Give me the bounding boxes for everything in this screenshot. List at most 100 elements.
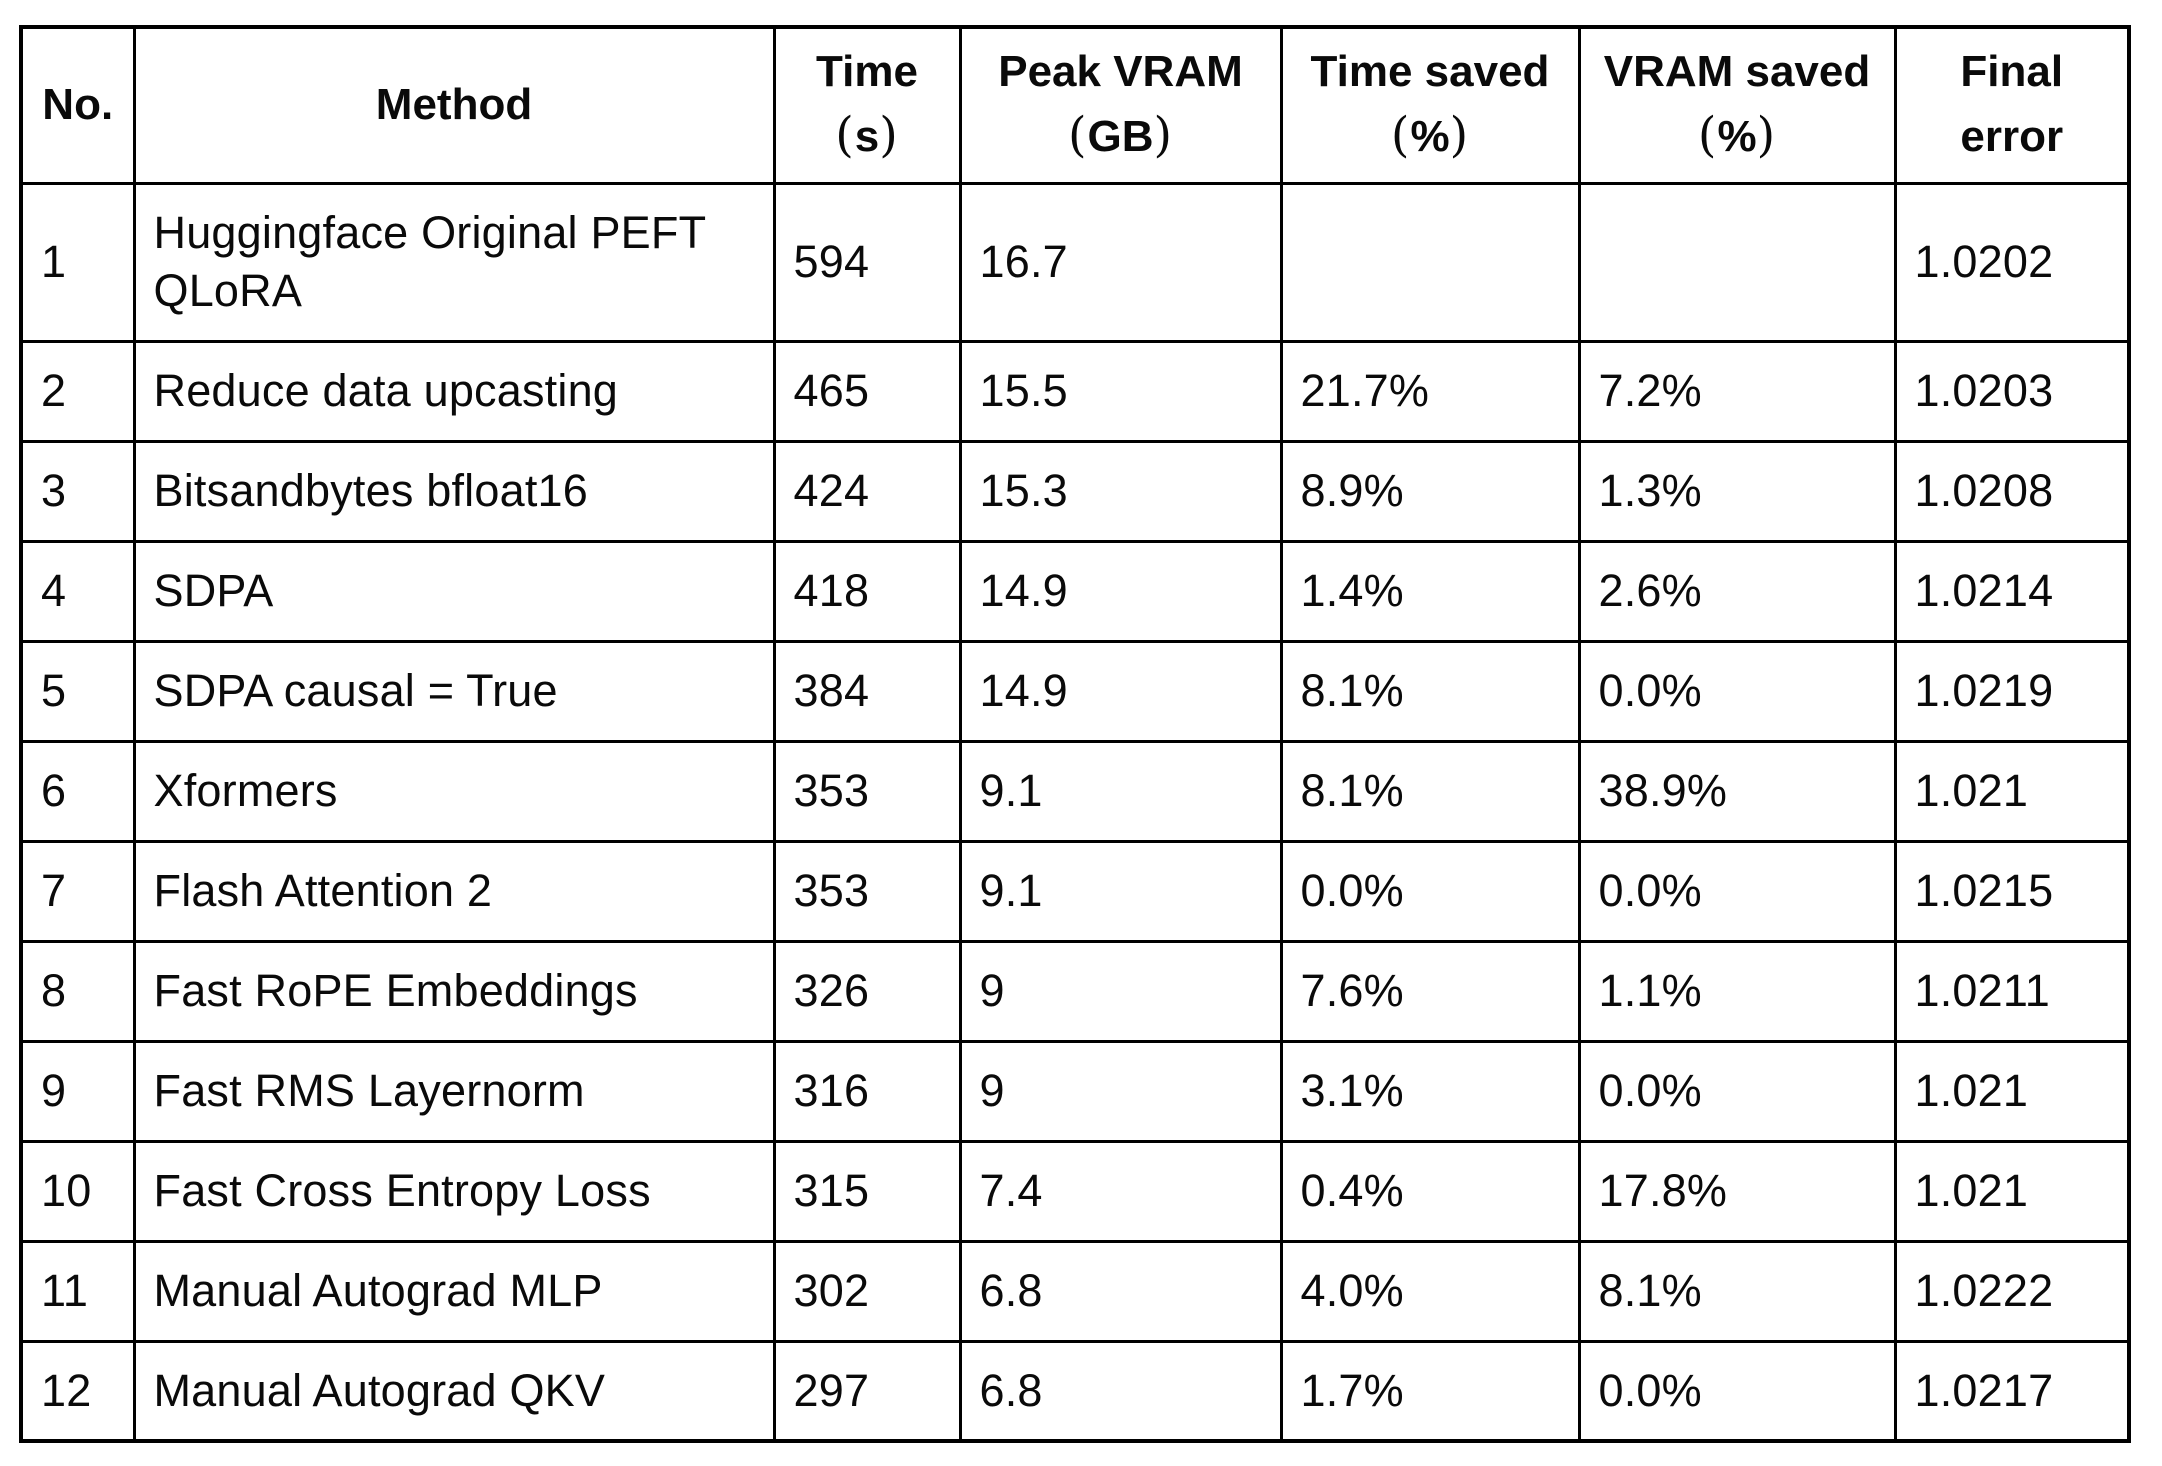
cell-method: Manual Autograd MLP (132, 1239, 776, 1343)
column-header-method: Method (132, 25, 776, 185)
open-paren-glyph: ( (1390, 107, 1411, 163)
close-paren-glyph: ) (1449, 107, 1470, 163)
table-row: 9 Fast RMS Layernorm 316 9 3.1% 0.0% 1.021 (19, 1039, 2131, 1143)
cell-time: 424 (772, 439, 962, 543)
cell-method: SDPA causal = True (132, 639, 776, 743)
table-row: 8 Fast RoPE Embeddings 326 9 7.6% 1.1% 1.0211 (19, 939, 2131, 1043)
table-row: 7 Flash Attention 2 353 9.1 0.0% 0.0% 1.0215 (19, 839, 2131, 943)
cell-peak-vram: 9.1 (958, 839, 1283, 943)
header-label: No. (42, 79, 114, 129)
cell-no: 3 (19, 439, 136, 543)
header-unit-label: s (854, 111, 880, 161)
cell-final-error: 1.0202 (1893, 181, 2131, 343)
cell-vram-saved: 17.8% (1577, 1139, 1897, 1243)
cell-method: Fast Cross Entropy Loss (132, 1139, 776, 1243)
cell-time-saved: 8.1% (1279, 639, 1581, 743)
header-unit-line: (GB) (1068, 108, 1173, 163)
table-row: 1 Huggingface Original PEFT QLoRA 594 16.7 1… (19, 181, 2131, 343)
header-unit-label: % (1717, 111, 1757, 161)
header-unit-line: error (1960, 112, 2063, 161)
open-paren-glyph: ( (1067, 107, 1088, 163)
cell-no: 10 (19, 1139, 136, 1243)
cell-final-error: 1.0208 (1893, 439, 2131, 543)
cell-time: 418 (772, 539, 962, 643)
close-paren-glyph: ) (1756, 107, 1777, 163)
cell-time-saved: 0.4% (1279, 1139, 1581, 1243)
cell-final-error: 1.0211 (1893, 939, 2131, 1043)
table-row: 2 Reduce data upcasting 465 15.5 21.7% 7.2% 1.… (19, 339, 2131, 443)
header-unit-line: (%) (1391, 108, 1469, 163)
cell-vram-saved: 0.0% (1577, 839, 1897, 943)
cell-time: 384 (772, 639, 962, 743)
header-unit-label: % (1410, 111, 1450, 161)
table-row: 4 SDPA 418 14.9 1.4% 2.6% 1.0214 (19, 539, 2131, 643)
cell-no: 11 (19, 1239, 136, 1343)
cell-peak-vram: 7.4 (958, 1139, 1283, 1243)
cell-vram-saved: 7.2% (1577, 339, 1897, 443)
cell-peak-vram: 15.5 (958, 339, 1283, 443)
cell-time: 465 (772, 339, 962, 443)
cell-time-saved: 0.0% (1279, 839, 1581, 943)
table-row: 3 Bitsandbytes bfloat16 424 15.3 8.9% 1.3% 1.0… (19, 439, 2131, 543)
cell-peak-vram: 16.7 (958, 181, 1283, 343)
cell-vram-saved: 0.0% (1577, 639, 1897, 743)
cell-method: Flash Attention 2 (132, 839, 776, 943)
table-row: 6 Xformers 353 9.1 8.1% 38.9% 1.021 (19, 739, 2131, 843)
cell-vram-saved: 0.0% (1577, 1339, 1897, 1443)
cell-peak-vram: 15.3 (958, 439, 1283, 543)
cell-time: 326 (772, 939, 962, 1043)
benchmark-table: No. Method Time (s) Peak VRAM (GB) Time saved(… (19, 25, 2131, 1443)
table-row: 10 Fast Cross Entropy Loss 315 7.4 0.4% 17.8%… (19, 1139, 2131, 1243)
cell-peak-vram: 6.8 (958, 1239, 1283, 1343)
header-unit-label: error (1960, 111, 2064, 161)
cell-time-saved: 8.1% (1279, 739, 1581, 843)
cell-vram-saved: 0.0% (1577, 1039, 1897, 1143)
cell-method: Xformers (132, 739, 776, 843)
header-row: No. Method Time (s) Peak VRAM (GB) Time saved(… (19, 25, 2131, 185)
cell-final-error: 1.021 (1893, 739, 2131, 843)
cell-time-saved: 7.6% (1279, 939, 1581, 1043)
cell-peak-vram: 9 (958, 1039, 1283, 1143)
cell-final-error: 1.0222 (1893, 1239, 2131, 1343)
cell-final-error: 1.0219 (1893, 639, 2131, 743)
cell-time-saved: 1.7% (1279, 1339, 1581, 1443)
cell-time-saved: 8.9% (1279, 439, 1581, 543)
cell-method: Bitsandbytes bfloat16 (132, 439, 776, 543)
cell-no: 12 (19, 1339, 136, 1443)
header-unit-line: (%) (1698, 108, 1776, 163)
cell-no: 9 (19, 1039, 136, 1143)
cell-method: Fast RoPE Embeddings (132, 939, 776, 1043)
column-header-vram-saved: VRAM saved (%) (1577, 25, 1897, 185)
cell-time: 297 (772, 1339, 962, 1443)
cell-time-saved (1279, 181, 1581, 343)
cell-no: 5 (19, 639, 136, 743)
cell-method: Manual Autograd QKV (132, 1339, 776, 1443)
cell-peak-vram: 14.9 (958, 539, 1283, 643)
close-paren-glyph: ) (1153, 107, 1174, 163)
table-row: 5 SDPA causal = True 384 14.9 8.1% 0.0% 1.0219 (19, 639, 2131, 743)
cell-no: 1 (19, 181, 136, 343)
cell-time: 315 (772, 1139, 962, 1243)
close-paren-glyph: ) (879, 107, 899, 163)
header-label: Time (816, 47, 918, 97)
cell-time-saved: 1.4% (1279, 539, 1581, 643)
open-paren-glyph: ( (835, 107, 855, 163)
column-header-peak-vram: Peak VRAM (GB) (958, 25, 1283, 185)
table-row: 11 Manual Autograd MLP 302 6.8 4.0% 8.1% 1.022… (19, 1239, 2131, 1343)
cell-vram-saved: 1.3% (1577, 439, 1897, 543)
cell-time: 316 (772, 1039, 962, 1143)
header-unit-label: GB (1087, 111, 1154, 161)
cell-no: 4 (19, 539, 136, 643)
cell-time-saved: 21.7% (1279, 339, 1581, 443)
cell-vram-saved (1577, 181, 1897, 343)
cell-time: 353 (772, 739, 962, 843)
cell-vram-saved: 38.9% (1577, 739, 1897, 843)
header-label: Time saved (1310, 47, 1550, 97)
benchmark-table-container: No. Method Time (s) Peak VRAM (GB) Time saved(… (19, 25, 2131, 1443)
cell-vram-saved: 8.1% (1577, 1239, 1897, 1343)
table-row: 12 Manual Autograd QKV 297 6.8 1.7% 0.0% 1.021… (19, 1339, 2131, 1443)
header-unit-line: (s) (835, 108, 899, 163)
cell-peak-vram: 14.9 (958, 639, 1283, 743)
cell-no: 6 (19, 739, 136, 843)
cell-final-error: 1.021 (1893, 1039, 2131, 1143)
